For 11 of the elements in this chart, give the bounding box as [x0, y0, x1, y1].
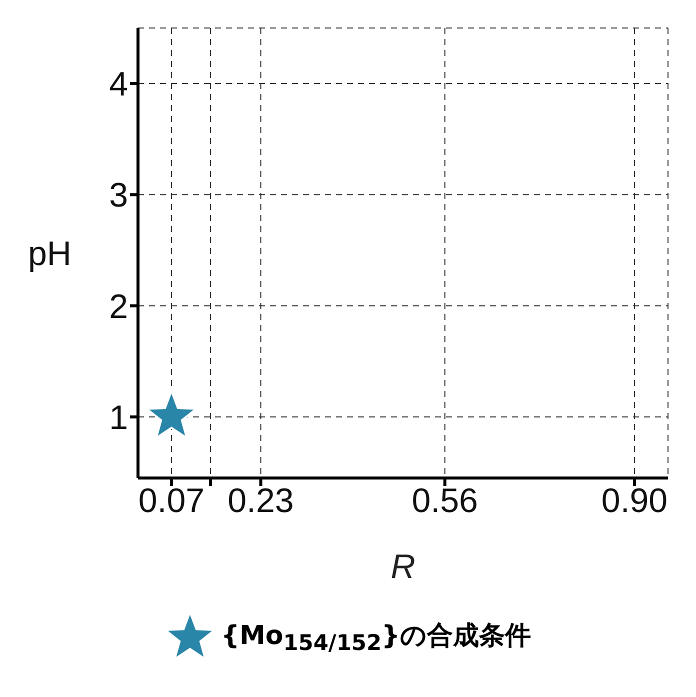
legend-label: {Mo$_{154/152}$}の合成条件	[220, 620, 532, 656]
x-axis-title: R	[390, 548, 416, 586]
x-tick-label: 0.07	[138, 482, 205, 520]
x-tick-label: 0.90	[601, 482, 668, 520]
x-tick-label: 0.23	[228, 482, 294, 520]
y-tick-label: 2	[109, 288, 128, 326]
y-tick-label: 1	[109, 398, 128, 437]
y-tick-label: 4	[109, 66, 128, 104]
x-tick-label: 0.56	[412, 482, 478, 520]
y-tick-label: 3	[109, 176, 128, 215]
y-axis-title: pH	[28, 235, 72, 274]
